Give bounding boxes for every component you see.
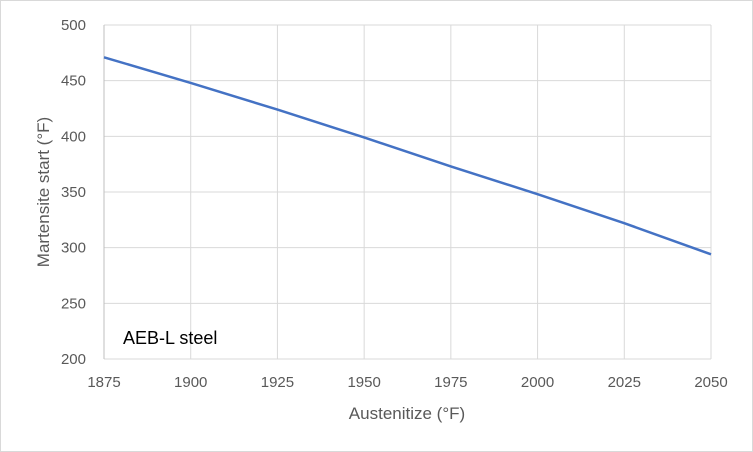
x-tick-label: 1875 [87,374,120,391]
x-tick-label: 1925 [261,374,294,391]
y-tick-label: 350 [61,184,86,201]
x-tick-label: 2000 [521,374,554,391]
x-tick-label: 1950 [347,374,380,391]
x-tick-label: 2050 [694,374,727,391]
y-tick-label: 250 [61,295,86,312]
y-tick-label: 300 [61,240,86,257]
y-tick-label: 200 [61,351,86,368]
x-axis-label: Austenitize (°F) [349,404,465,423]
y-axis-label: Martensite start (°F) [34,117,53,267]
x-tick-label: 1975 [434,374,467,391]
annotation-label: AEB-L steel [123,328,217,348]
x-tick-label: 2025 [608,374,641,391]
y-tick-label: 450 [61,73,86,90]
x-tick-label: 1900 [174,374,207,391]
y-tick-label: 400 [61,128,86,145]
series-line [103,56,712,256]
y-tick-label: 500 [61,17,86,34]
